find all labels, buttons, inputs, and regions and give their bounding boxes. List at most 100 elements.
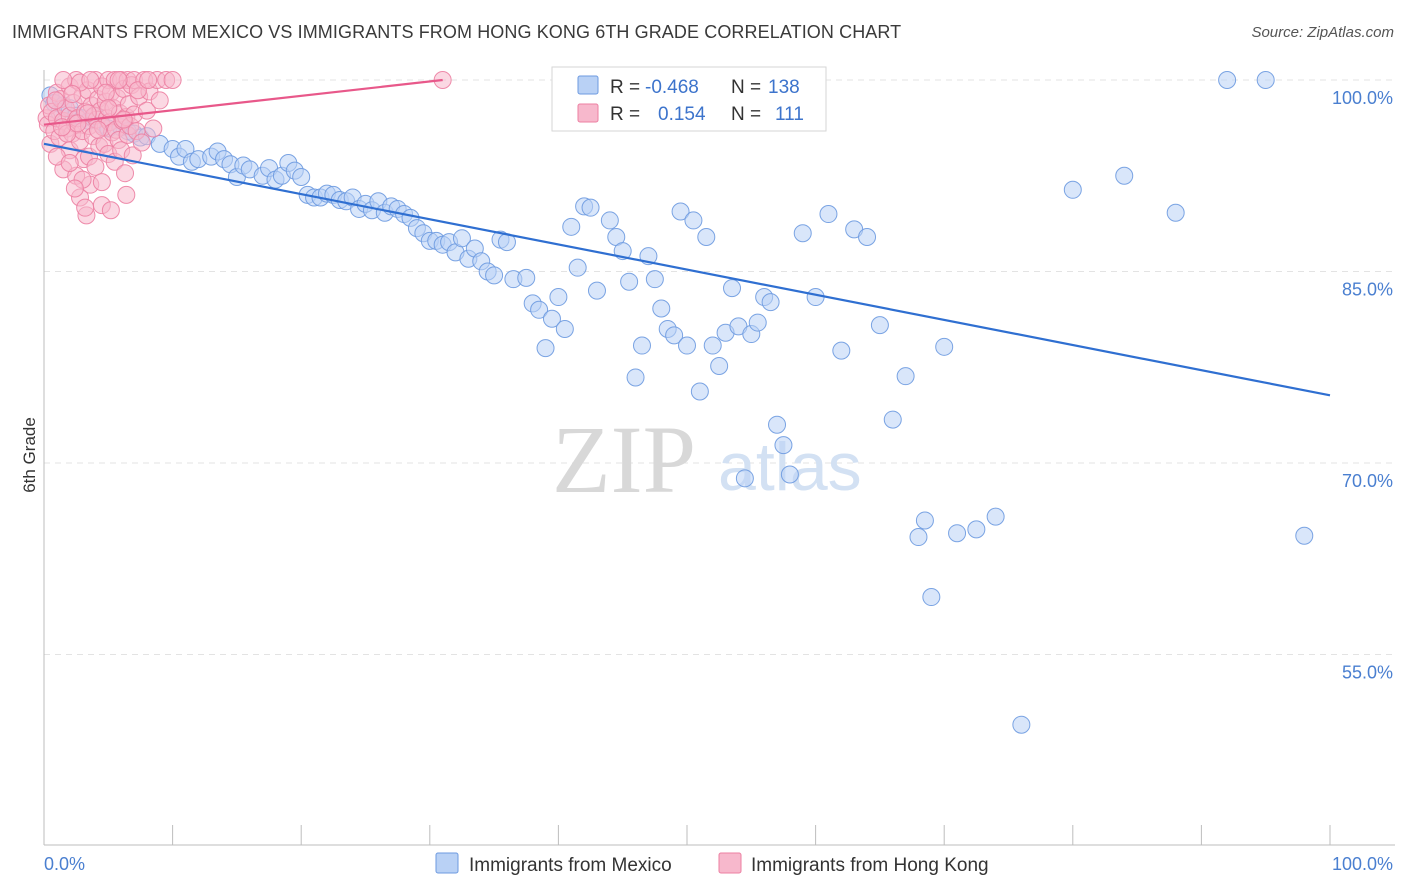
mexico-point-80: [587, 281, 606, 300]
legend-n-value-hk: 111: [775, 104, 804, 125]
mexico-point-124: [967, 520, 986, 539]
hk-point-97: [65, 179, 84, 198]
y-tick-label-3: 55.0%: [1342, 663, 1393, 683]
mexico-point-92: [671, 202, 690, 221]
mexico-point-130: [1218, 71, 1237, 89]
hk-point-109: [163, 71, 182, 89]
mexico-point-84: [620, 272, 639, 291]
mexico-point-35: [292, 168, 311, 187]
hk-point-81: [144, 119, 163, 138]
hk-point-87: [81, 71, 100, 89]
legend-r-value-mexico: -0.468: [645, 77, 699, 98]
y-axis-title: 6th Grade: [20, 417, 39, 493]
hk-point-83: [150, 91, 169, 110]
mexico-point-106: [761, 293, 780, 312]
mexico-point-116: [870, 316, 889, 335]
mexico-point-104: [748, 313, 767, 332]
mexico-point-122: [935, 337, 954, 356]
mexico-point-86: [632, 336, 651, 355]
mexico-point-93: [678, 336, 696, 355]
legend-n-label-mexico: N =: [731, 77, 761, 98]
mexico-point-117: [883, 410, 902, 429]
bottom-legend-label-mexico: Immigrants from Mexico: [469, 855, 672, 876]
bottom-legend-swatch-mexico: [435, 852, 459, 874]
hk-point-101: [89, 120, 108, 139]
hk-points: [37, 71, 452, 225]
legend-swatch-mexico: [577, 75, 599, 95]
mexico-point-125: [986, 507, 1005, 526]
mexico-point-76: [562, 217, 581, 236]
mexico-point-110: [793, 224, 812, 243]
chart-source: Source: ZipAtlas.com: [1251, 24, 1394, 41]
mexico-point-100: [723, 279, 742, 298]
trend-lines: [43, 78, 1331, 397]
hk-point-105: [139, 71, 158, 89]
mexico-point-123: [948, 524, 967, 543]
mexico-point-127: [1063, 180, 1082, 199]
mexico-point-96: [697, 228, 716, 247]
mexico-point-69: [517, 268, 536, 287]
mexico-point-107: [768, 415, 787, 434]
watermark: ZIP atlas: [552, 406, 862, 513]
hk-point-106: [46, 91, 65, 110]
mexico-point-89: [652, 299, 671, 318]
legend-n-value-mexico: 138: [768, 77, 800, 98]
mexico-point-74: [549, 288, 568, 307]
hk-point-100: [78, 104, 97, 123]
mexico-point-75: [555, 319, 574, 338]
mexico-point-72: [536, 339, 555, 358]
hk-point-65: [116, 164, 135, 183]
mexico-point-111: [806, 288, 825, 307]
mexico-point-132: [1295, 526, 1314, 545]
hk-point-43: [92, 173, 111, 192]
x-tick-label-1: 100.0%: [1332, 854, 1393, 874]
watermark-zip: ZIP: [552, 406, 696, 513]
legend-n-label-hk: N =: [731, 104, 761, 125]
hk-point-89: [109, 71, 128, 89]
stats-legend: R = -0.468 N = 138 R = 0.154 N = 111: [551, 66, 827, 132]
mexico-point-98: [710, 356, 729, 375]
chart-title: IMMIGRANTS FROM MEXICO VS IMMIGRANTS FRO…: [12, 22, 902, 42]
mexico-point-88: [645, 270, 664, 289]
mexico-point-97: [703, 336, 722, 355]
axes: [43, 70, 1395, 846]
mexico-point-115: [858, 228, 877, 247]
mexico-point-120: [915, 511, 934, 530]
hk-point-93: [76, 198, 95, 217]
y-tick-labels: 100.0% 85.0% 70.0% 55.0%: [1332, 88, 1393, 683]
mexico-point-91: [665, 326, 684, 345]
legend-r-label-hk: R =: [610, 104, 640, 125]
mexico-point-81: [600, 211, 619, 230]
mexico-point-112: [819, 205, 838, 224]
mexico-point-79: [581, 198, 600, 217]
mexico-point-94: [684, 211, 703, 230]
legend-swatch-hk: [577, 103, 599, 123]
hk-point-77: [132, 133, 151, 152]
mexico-point-113: [832, 341, 851, 360]
mexico-point-121: [922, 588, 941, 607]
x-tick-label-0: 0.0%: [44, 854, 85, 874]
mexico-point-126: [1012, 715, 1031, 734]
mexico-point-102: [735, 469, 754, 488]
mexico-point-85: [626, 368, 645, 387]
mexico-point-71: [530, 300, 549, 319]
mexico-point-131: [1256, 71, 1275, 89]
hk-point-79: [137, 101, 156, 120]
hk-trend-line: [43, 78, 443, 126]
y-tick-label-1: 85.0%: [1342, 280, 1393, 300]
mexico-point-95: [690, 382, 709, 401]
mexico-point-65: [485, 266, 504, 285]
hk-point-38: [86, 157, 105, 176]
mexico-point-129: [1166, 203, 1185, 222]
legend-r-label-mexico: R =: [610, 77, 640, 98]
mexico-point-128: [1115, 166, 1134, 185]
hk-point-103: [114, 110, 133, 129]
bottom-legend-swatch-hk: [718, 852, 742, 874]
hk-point-88: [96, 83, 115, 102]
mexico-point-119: [909, 528, 928, 547]
mexico-points: [41, 71, 1314, 734]
y-tick-label-0: 100.0%: [1332, 88, 1393, 108]
bottom-legend-label-hk: Immigrants from Hong Kong: [751, 855, 989, 876]
mexico-point-77: [568, 258, 587, 277]
